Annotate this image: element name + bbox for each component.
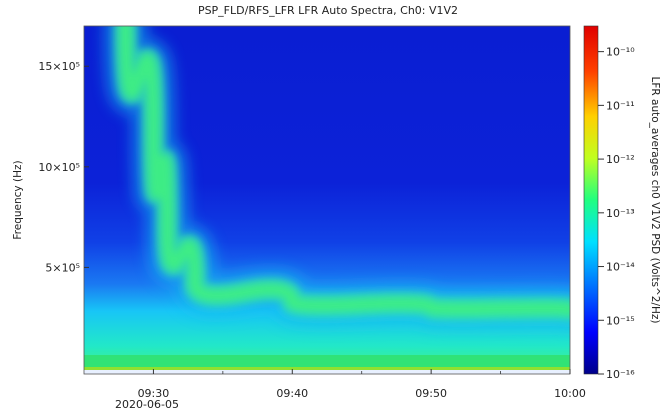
emission-band-core <box>119 26 570 316</box>
y-axis-label: Frequency (Hz) <box>12 160 24 239</box>
colorbar-ticks: 10⁻¹⁰ 10⁻¹¹ 10⁻¹² 10⁻¹³ 10⁻¹⁴ 10⁻¹⁵ 10⁻¹⁶ <box>598 46 635 381</box>
colorbar-tick-label: 10⁻¹⁶ <box>606 368 635 381</box>
plot-bottom-strip <box>84 370 570 374</box>
y-tick-label: 5×10⁵ <box>45 261 80 274</box>
colorbar-tick-label: 10⁻¹² <box>606 153 635 166</box>
x-tick-label: 09:40 <box>276 387 308 400</box>
colorbar-tick-label: 10⁻¹⁵ <box>606 314 635 327</box>
x-axis-ticks: 09:30 09:40 09:50 10:00 <box>138 369 586 400</box>
y-tick-label: 15×10⁵ <box>38 60 80 73</box>
colorbar-tick-label: 10⁻¹⁰ <box>606 46 635 59</box>
x-axis-date-label: 2020-06-05 <box>115 398 179 410</box>
x-tick-label: 09:30 <box>138 387 170 400</box>
y-tick-label: 10×10⁵ <box>38 161 80 174</box>
colorbar <box>583 25 599 375</box>
colorbar-label: LFR auto_averages ch0 V1V2 PSD (Volts^2/… <box>649 76 661 323</box>
chart-title: PSP_FLD/RFS_LFR LFR Auto Spectra, Ch0: V… <box>198 4 458 17</box>
x-tick-label: 10:00 <box>554 387 586 400</box>
plot-frame <box>83 25 571 375</box>
y-axis-ticks: 5×10⁵ 10×10⁵ 15×10⁵ <box>38 60 89 274</box>
colorbar-tick-label: 10⁻¹³ <box>606 207 635 220</box>
colorbar-tick-label: 10⁻¹⁴ <box>606 261 635 274</box>
emission-band <box>103 26 570 332</box>
low-frequency-edge <box>84 367 570 370</box>
colorbar-tick-label: 10⁻¹¹ <box>606 99 635 112</box>
x-tick-label: 09:50 <box>415 387 447 400</box>
low-frequency-band <box>84 355 570 367</box>
plot-area <box>84 26 570 374</box>
